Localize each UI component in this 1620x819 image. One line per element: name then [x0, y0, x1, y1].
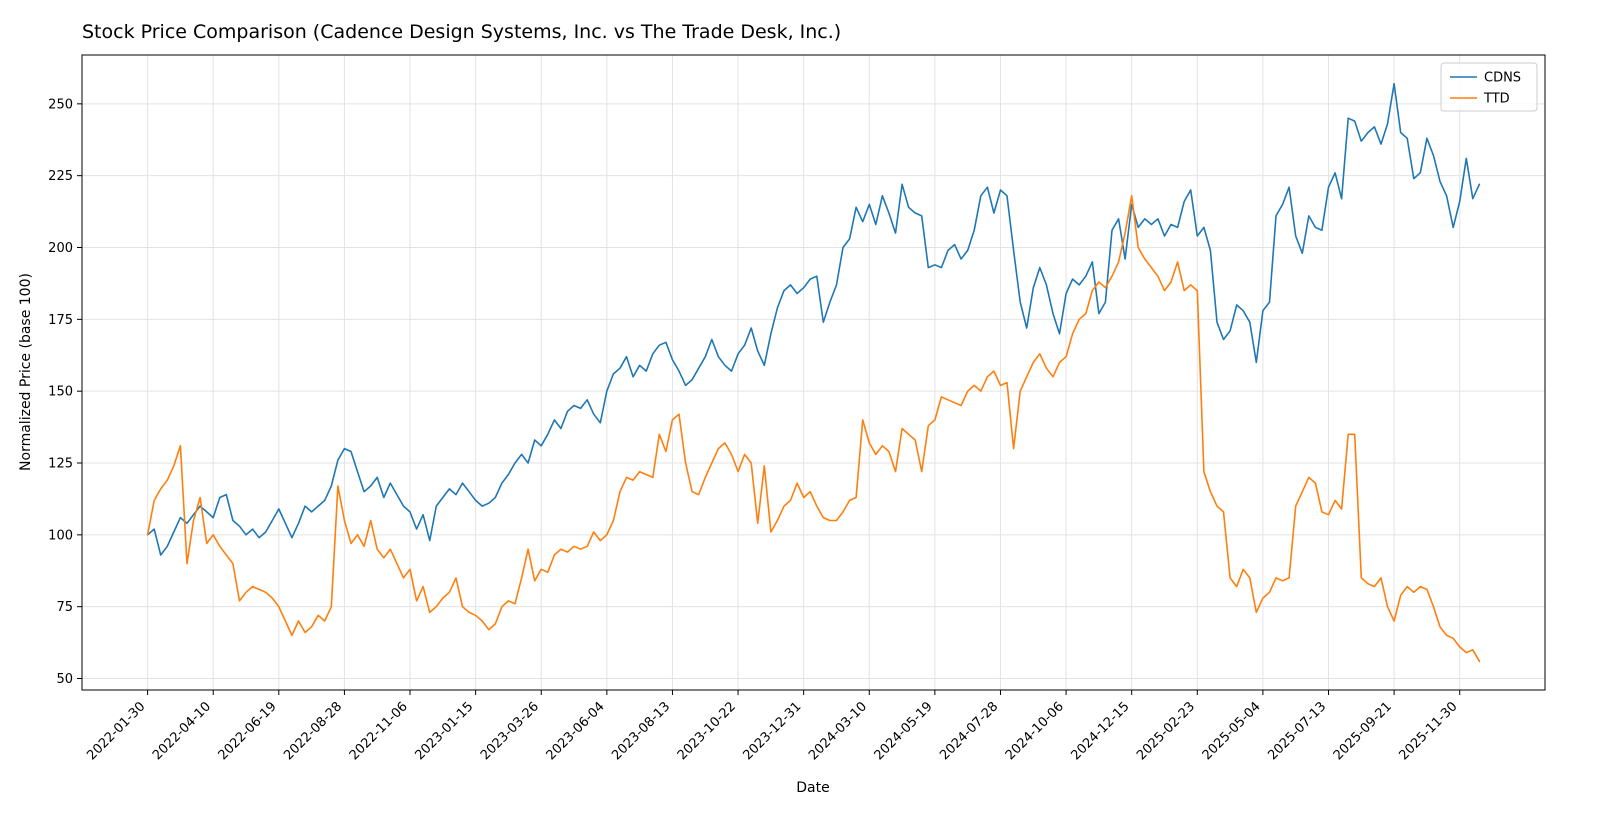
x-tick-label: 2023-12-31: [740, 699, 804, 763]
legend: CDNS TTD: [1440, 62, 1538, 112]
x-tick-label: 2025-09-21: [1331, 699, 1395, 763]
x-tick-label: 2022-11-06: [347, 699, 411, 763]
x-tick-label: 2024-05-19: [872, 699, 936, 763]
y-tick-label: 225: [48, 169, 73, 184]
x-tick-label: 2023-08-13: [609, 699, 673, 763]
x-tick-label: 2024-12-15: [1068, 699, 1132, 763]
x-axis-label: Date: [796, 780, 829, 796]
x-tick-label: 2023-10-22: [675, 699, 739, 763]
x-tick-label: 2024-07-28: [937, 699, 1001, 763]
x-tick-label: 2022-08-28: [281, 699, 345, 763]
axes-layer: 2022-01-30 2022-04-10 2022-06-19 2022-08-28…: [48, 54, 1546, 763]
x-tick-label: 2024-03-10: [806, 699, 870, 763]
y-tick-label: 150: [48, 385, 73, 400]
y-tick-label: 125: [48, 457, 73, 472]
y-axis-label: Normalized Price (base 100): [18, 273, 34, 471]
x-tick-label: 2022-06-19: [216, 699, 280, 763]
x-tick-label: 2023-06-04: [544, 699, 608, 763]
x-tick-label: 2022-04-10: [150, 699, 214, 763]
x-tick-label: 2023-03-26: [478, 699, 542, 763]
y-tick-label: 250: [48, 97, 73, 112]
y-tick-label: 75: [56, 600, 73, 615]
series-line-cdns: [146, 82, 1481, 556]
y-tick-label: 50: [56, 672, 73, 687]
x-tick-label: 2024-10-06: [1003, 699, 1067, 763]
legend-label-ttd: TTD: [1483, 92, 1510, 107]
y-tick-label: 175: [48, 313, 73, 328]
x-tick-label: 2022-01-30: [84, 699, 148, 763]
grid-layer: [82, 55, 1545, 690]
legend-label-cdns: CDNS: [1484, 71, 1521, 86]
x-tick-label: 2025-02-23: [1134, 699, 1198, 763]
plot-border: [81, 54, 1546, 691]
x-tick-label: 2025-11-30: [1397, 699, 1461, 763]
x-tick-label: 2023-01-15: [412, 699, 476, 763]
y-tick-label: 200: [48, 241, 73, 256]
x-tick-label: 2025-07-13: [1265, 699, 1329, 763]
legend-box: [1440, 62, 1538, 112]
x-tick-label: 2025-05-04: [1200, 699, 1264, 763]
series-line-ttd: [146, 195, 1481, 663]
y-tick-label: 100: [48, 528, 73, 543]
chart-title: Stock Price Comparison (Cadence Design S…: [82, 21, 841, 43]
series-layer: [146, 82, 1481, 663]
